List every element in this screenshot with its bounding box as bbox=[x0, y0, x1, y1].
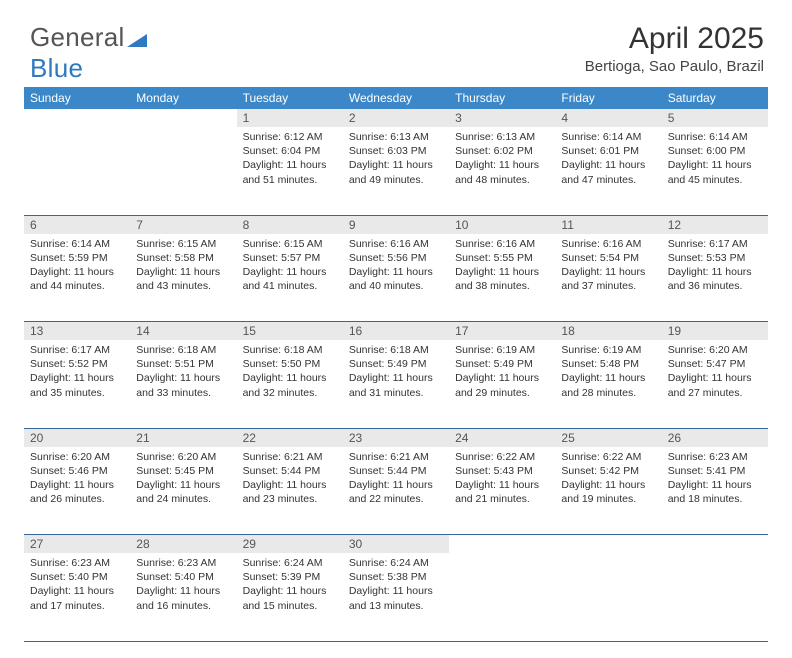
weekday-header-row: Sunday Monday Tuesday Wednesday Thursday… bbox=[24, 87, 768, 109]
calendar-cell-body: Sunrise: 6:24 AMSunset: 5:39 PMDaylight:… bbox=[237, 553, 343, 641]
calendar-daynum: 15 bbox=[237, 322, 343, 341]
calendar-daynum: 2 bbox=[343, 109, 449, 127]
weekday-header: Thursday bbox=[449, 87, 555, 109]
calendar-daynum: 28 bbox=[130, 535, 236, 554]
calendar-daynum: 12 bbox=[662, 215, 768, 234]
calendar-daynum: 27 bbox=[24, 535, 130, 554]
calendar-body-row: Sunrise: 6:12 AMSunset: 6:04 PMDaylight:… bbox=[24, 127, 768, 215]
page: General Blue April 2025 Bertioga, Sao Pa… bbox=[0, 0, 792, 658]
calendar-daynum: 17 bbox=[449, 322, 555, 341]
calendar-daynum: 4 bbox=[555, 109, 661, 127]
brand-logo: General Blue bbox=[30, 22, 149, 84]
calendar-daynum-row: 6789101112 bbox=[24, 215, 768, 234]
calendar-daynum-row: 20212223242526 bbox=[24, 428, 768, 447]
calendar-daynum: 23 bbox=[343, 428, 449, 447]
calendar-body-row: Sunrise: 6:17 AMSunset: 5:52 PMDaylight:… bbox=[24, 340, 768, 428]
calendar-daynum: 26 bbox=[662, 428, 768, 447]
calendar-daynum: 18 bbox=[555, 322, 661, 341]
calendar-daynum-empty bbox=[24, 109, 130, 127]
calendar-body-row: Sunrise: 6:14 AMSunset: 5:59 PMDaylight:… bbox=[24, 234, 768, 322]
brand-part1: General bbox=[30, 22, 125, 52]
calendar-daynum: 3 bbox=[449, 109, 555, 127]
calendar-cell-body: Sunrise: 6:17 AMSunset: 5:53 PMDaylight:… bbox=[662, 234, 768, 322]
calendar-cell-body: Sunrise: 6:16 AMSunset: 5:56 PMDaylight:… bbox=[343, 234, 449, 322]
calendar-daynum: 19 bbox=[662, 322, 768, 341]
calendar-cell-body: Sunrise: 6:18 AMSunset: 5:50 PMDaylight:… bbox=[237, 340, 343, 428]
calendar-daynum: 25 bbox=[555, 428, 661, 447]
calendar-body: 12345Sunrise: 6:12 AMSunset: 6:04 PMDayl… bbox=[24, 109, 768, 641]
calendar-daynum: 11 bbox=[555, 215, 661, 234]
calendar-cell-body: Sunrise: 6:23 AMSunset: 5:40 PMDaylight:… bbox=[130, 553, 236, 641]
calendar-daynum: 21 bbox=[130, 428, 236, 447]
calendar-cell-body: Sunrise: 6:23 AMSunset: 5:41 PMDaylight:… bbox=[662, 447, 768, 535]
calendar-daynum: 29 bbox=[237, 535, 343, 554]
calendar-cell-body: Sunrise: 6:15 AMSunset: 5:58 PMDaylight:… bbox=[130, 234, 236, 322]
calendar-cell-empty bbox=[24, 127, 130, 215]
calendar-cell-body: Sunrise: 6:15 AMSunset: 5:57 PMDaylight:… bbox=[237, 234, 343, 322]
calendar-cell-empty bbox=[130, 127, 236, 215]
calendar-daynum-row: 13141516171819 bbox=[24, 322, 768, 341]
calendar-daynum: 30 bbox=[343, 535, 449, 554]
weekday-header: Friday bbox=[555, 87, 661, 109]
calendar-cell-body: Sunrise: 6:14 AMSunset: 6:00 PMDaylight:… bbox=[662, 127, 768, 215]
calendar-cell-body: Sunrise: 6:24 AMSunset: 5:38 PMDaylight:… bbox=[343, 553, 449, 641]
calendar-daynum-empty bbox=[555, 535, 661, 554]
weekday-header: Monday bbox=[130, 87, 236, 109]
calendar-daynum: 6 bbox=[24, 215, 130, 234]
weekday-header: Wednesday bbox=[343, 87, 449, 109]
calendar-cell-body: Sunrise: 6:20 AMSunset: 5:45 PMDaylight:… bbox=[130, 447, 236, 535]
calendar-cell-body: Sunrise: 6:19 AMSunset: 5:49 PMDaylight:… bbox=[449, 340, 555, 428]
calendar-daynum-empty bbox=[662, 535, 768, 554]
calendar-cell-body: Sunrise: 6:22 AMSunset: 5:42 PMDaylight:… bbox=[555, 447, 661, 535]
calendar-cell-body: Sunrise: 6:21 AMSunset: 5:44 PMDaylight:… bbox=[237, 447, 343, 535]
brand-triangle-icon bbox=[127, 32, 149, 48]
calendar-cell-empty bbox=[662, 553, 768, 641]
calendar-cell-empty bbox=[449, 553, 555, 641]
calendar-body-row: Sunrise: 6:20 AMSunset: 5:46 PMDaylight:… bbox=[24, 447, 768, 535]
calendar-daynum-empty bbox=[130, 109, 236, 127]
calendar-cell-body: Sunrise: 6:21 AMSunset: 5:44 PMDaylight:… bbox=[343, 447, 449, 535]
calendar-cell-body: Sunrise: 6:13 AMSunset: 6:03 PMDaylight:… bbox=[343, 127, 449, 215]
weekday-header: Saturday bbox=[662, 87, 768, 109]
calendar-cell-body: Sunrise: 6:23 AMSunset: 5:40 PMDaylight:… bbox=[24, 553, 130, 641]
calendar-cell-body: Sunrise: 6:12 AMSunset: 6:04 PMDaylight:… bbox=[237, 127, 343, 215]
calendar-cell-body: Sunrise: 6:18 AMSunset: 5:49 PMDaylight:… bbox=[343, 340, 449, 428]
brand-part2: Blue bbox=[30, 53, 83, 83]
calendar-cell-body: Sunrise: 6:14 AMSunset: 5:59 PMDaylight:… bbox=[24, 234, 130, 322]
calendar-daynum: 10 bbox=[449, 215, 555, 234]
calendar-cell-body: Sunrise: 6:18 AMSunset: 5:51 PMDaylight:… bbox=[130, 340, 236, 428]
calendar-cell-body: Sunrise: 6:22 AMSunset: 5:43 PMDaylight:… bbox=[449, 447, 555, 535]
calendar-cell-body: Sunrise: 6:14 AMSunset: 6:01 PMDaylight:… bbox=[555, 127, 661, 215]
calendar-cell-body: Sunrise: 6:19 AMSunset: 5:48 PMDaylight:… bbox=[555, 340, 661, 428]
calendar-cell-empty bbox=[555, 553, 661, 641]
calendar-cell-body: Sunrise: 6:20 AMSunset: 5:46 PMDaylight:… bbox=[24, 447, 130, 535]
calendar-daynum: 8 bbox=[237, 215, 343, 234]
calendar-daynum: 20 bbox=[24, 428, 130, 447]
weekday-header: Sunday bbox=[24, 87, 130, 109]
calendar-daynum: 14 bbox=[130, 322, 236, 341]
calendar-daynum: 22 bbox=[237, 428, 343, 447]
calendar-daynum-row: 12345 bbox=[24, 109, 768, 127]
calendar-daynum: 7 bbox=[130, 215, 236, 234]
calendar-daynum: 1 bbox=[237, 109, 343, 127]
calendar-daynum: 5 bbox=[662, 109, 768, 127]
calendar-cell-body: Sunrise: 6:17 AMSunset: 5:52 PMDaylight:… bbox=[24, 340, 130, 428]
calendar-cell-body: Sunrise: 6:16 AMSunset: 5:54 PMDaylight:… bbox=[555, 234, 661, 322]
calendar-daynum: 13 bbox=[24, 322, 130, 341]
calendar-daynum: 24 bbox=[449, 428, 555, 447]
calendar-daynum: 9 bbox=[343, 215, 449, 234]
calendar-cell-body: Sunrise: 6:16 AMSunset: 5:55 PMDaylight:… bbox=[449, 234, 555, 322]
weekday-header: Tuesday bbox=[237, 87, 343, 109]
calendar-cell-body: Sunrise: 6:13 AMSunset: 6:02 PMDaylight:… bbox=[449, 127, 555, 215]
calendar-body-row: Sunrise: 6:23 AMSunset: 5:40 PMDaylight:… bbox=[24, 553, 768, 641]
calendar-cell-body: Sunrise: 6:20 AMSunset: 5:47 PMDaylight:… bbox=[662, 340, 768, 428]
calendar-table: Sunday Monday Tuesday Wednesday Thursday… bbox=[24, 87, 768, 642]
calendar-daynum-empty bbox=[449, 535, 555, 554]
calendar-daynum-row: 27282930 bbox=[24, 535, 768, 554]
calendar-daynum: 16 bbox=[343, 322, 449, 341]
